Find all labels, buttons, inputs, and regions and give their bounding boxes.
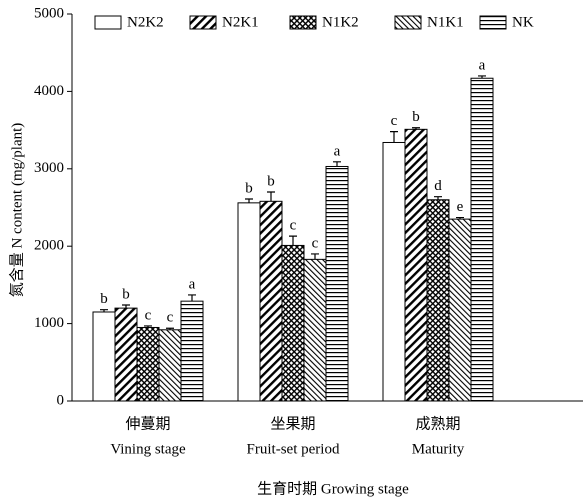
- error-bar: [289, 235, 297, 246]
- significance-letter: a: [189, 276, 196, 292]
- error-bar: [245, 198, 253, 203]
- bar: [114, 307, 138, 402]
- error-bar: [188, 294, 196, 302]
- significance-letter: b: [412, 109, 420, 125]
- bar: [158, 329, 182, 402]
- error-bar: [311, 253, 319, 260]
- error-bar: [166, 327, 174, 330]
- legend-label: N2K2: [127, 14, 164, 30]
- significance-letter: b: [245, 180, 253, 196]
- legend-swatch: [189, 15, 217, 30]
- significance-letter: c: [290, 218, 297, 234]
- bar: [448, 218, 472, 402]
- y-tick-label: 4000: [34, 83, 64, 99]
- x-tick-label-en: Maturity: [412, 441, 465, 457]
- bar: [237, 202, 261, 402]
- legend-label: N2K1: [222, 14, 259, 30]
- bar: [180, 300, 204, 402]
- error-bar: [267, 191, 275, 202]
- significance-letter: b: [267, 173, 275, 189]
- error-bar: [100, 309, 108, 312]
- significance-letter: d: [434, 178, 442, 194]
- error-bar: [390, 131, 398, 143]
- y-tick-label: 0: [57, 392, 65, 408]
- x-axis-label: 生育时期 Growing stage: [257, 480, 409, 497]
- error-bar: [333, 161, 341, 167]
- legend-swatch: [289, 15, 317, 30]
- bar: [92, 311, 116, 402]
- y-axis-label: 氮含量 N content (mg/plant): [8, 123, 25, 298]
- y-tick-label: 2000: [34, 238, 64, 254]
- error-bar: [478, 75, 486, 79]
- bar: [281, 244, 305, 402]
- legend-swatch: [394, 15, 422, 30]
- bar: [136, 326, 160, 402]
- error-bar: [144, 325, 152, 328]
- significance-letter: b: [100, 291, 108, 307]
- significance-letter: a: [479, 57, 486, 73]
- significance-letter: c: [312, 235, 319, 251]
- legend-swatch: [479, 15, 507, 30]
- x-tick-label: 伸蔓期: [125, 415, 170, 432]
- x-tick-label-en: Vining stage: [110, 441, 186, 457]
- error-bar: [122, 304, 130, 309]
- bar: [404, 128, 428, 402]
- significance-letter: e: [457, 199, 464, 215]
- bar: [470, 77, 494, 402]
- legend-label: NK: [512, 14, 534, 30]
- bar: [303, 258, 327, 402]
- significance-letter: c: [391, 113, 398, 129]
- legend-label: N1K2: [322, 14, 359, 30]
- bar: [325, 165, 349, 402]
- y-tick-label: 3000: [34, 160, 64, 176]
- significance-letter: a: [334, 143, 341, 159]
- error-bar: [456, 216, 464, 220]
- legend-label: N1K1: [427, 14, 464, 30]
- significance-letter: c: [145, 307, 152, 323]
- x-tick-label-en: Fruit-set period: [247, 441, 340, 457]
- error-bar: [434, 196, 442, 200]
- bar: [259, 200, 283, 402]
- x-tick-label: 坐果期: [270, 415, 315, 432]
- bar: [382, 141, 406, 402]
- y-tick-label: 5000: [34, 5, 64, 21]
- x-tick-label: 成熟期: [415, 415, 460, 432]
- y-tick-label: 1000: [34, 315, 64, 331]
- significance-letter: c: [167, 310, 174, 326]
- bar: [426, 199, 450, 402]
- legend-swatch: [94, 15, 122, 30]
- significance-letter: b: [122, 286, 130, 302]
- error-bar: [412, 127, 420, 130]
